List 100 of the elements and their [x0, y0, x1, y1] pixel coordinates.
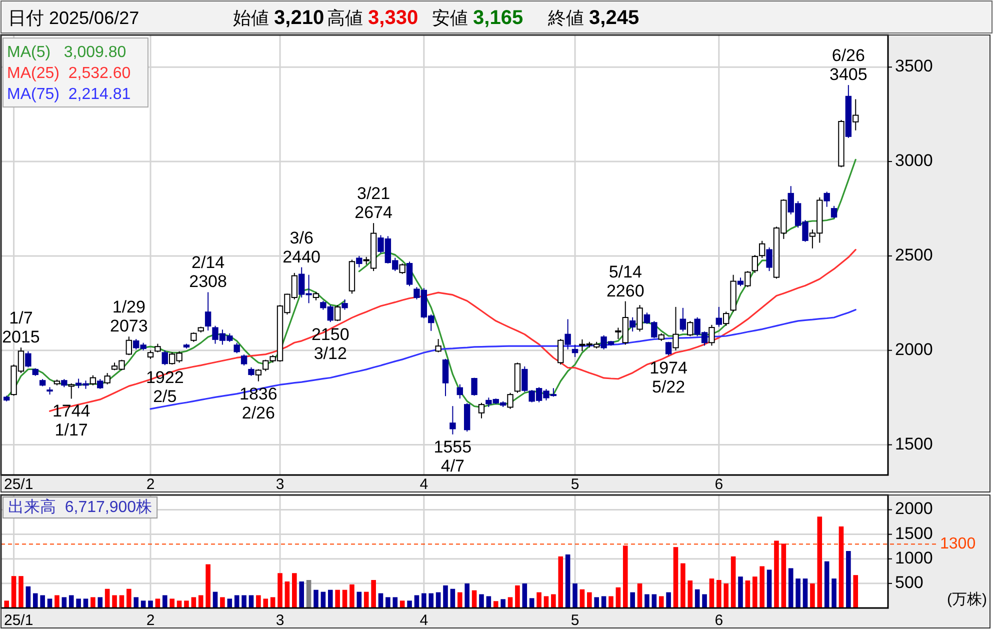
header: 日付 2025/06/27 始値 3,210 高値 3,330 安値 3,165 終値 3,245 [0, 0, 992, 34]
candlestick [852, 98, 859, 131]
bar [155, 598, 160, 608]
bar [508, 597, 513, 608]
candlestick [450, 406, 456, 435]
candlestick [334, 304, 341, 322]
bar [263, 598, 268, 608]
bar [386, 597, 390, 608]
bar [551, 594, 556, 608]
bar [98, 597, 103, 608]
candlestick [478, 402, 485, 419]
bar [752, 576, 758, 608]
bar [760, 566, 764, 608]
annotation: 1974 5/22 [650, 358, 688, 396]
bar [90, 597, 96, 608]
candlestick [97, 378, 104, 390]
annotation: 1836 2/26 [240, 384, 278, 422]
bar [256, 595, 261, 608]
bar [680, 563, 686, 608]
bar [544, 596, 549, 608]
candlestick [162, 350, 168, 366]
bar [702, 594, 707, 608]
bar [644, 594, 650, 608]
bar [47, 598, 52, 608]
candlestick [507, 392, 514, 410]
bar [356, 592, 362, 608]
x-tick-label: 4 [420, 612, 428, 629]
candlestick [723, 311, 730, 326]
bar [11, 576, 16, 608]
bar [536, 592, 542, 608]
bar [314, 590, 318, 608]
bar [457, 592, 462, 608]
bar [234, 595, 240, 608]
x-tick-label: 3 [276, 476, 284, 493]
bar [616, 587, 621, 608]
candlestick [90, 374, 96, 386]
y-tick-label: 2500 [895, 245, 933, 264]
bar [220, 597, 225, 608]
bar [242, 595, 246, 608]
x-tick-label: 2 [146, 612, 155, 629]
candlestick [234, 342, 240, 354]
bar [328, 590, 333, 608]
bar [716, 580, 722, 608]
y-tick-label: 2000 [895, 340, 933, 359]
candlestick [824, 191, 830, 208]
candlestick [672, 306, 679, 351]
bar [198, 595, 204, 608]
bar [270, 597, 276, 608]
annotation: 1/7 2015 [2, 308, 40, 347]
bar [637, 583, 642, 608]
bar [40, 595, 45, 608]
bar [392, 597, 398, 608]
candlestick [758, 240, 766, 258]
candlestick [564, 318, 571, 350]
y-tick-label: 500 [895, 572, 924, 592]
candlestick [636, 304, 643, 332]
candlestick [255, 368, 262, 382]
annotation: 1/29 2073 [110, 298, 148, 336]
candlestick [204, 292, 212, 332]
candlestick [25, 350, 32, 368]
y-tick-label: 1500 [895, 434, 933, 454]
bar [414, 595, 420, 608]
bar [580, 589, 585, 608]
annotation: 出来高 6,717,900株 [8, 498, 152, 516]
bar [810, 583, 815, 608]
bar [479, 594, 484, 608]
candlestick [830, 205, 838, 219]
y-tick-label: 3000 [895, 151, 933, 170]
candlestick [752, 254, 758, 274]
annotation: 3/6 2440 [282, 228, 321, 266]
bar [709, 578, 714, 608]
bar [54, 595, 60, 608]
candlestick [665, 341, 672, 356]
bar [694, 589, 700, 608]
candlestick [442, 358, 449, 397]
bar [428, 593, 434, 608]
bar [68, 595, 74, 608]
bar [278, 573, 282, 608]
bar [587, 592, 592, 608]
bar [515, 585, 520, 608]
candlestick [399, 263, 406, 274]
y-tick-label: 1500 [895, 524, 933, 543]
candlestick [744, 270, 751, 288]
bar [284, 581, 290, 608]
bar [853, 575, 858, 608]
bar [529, 598, 534, 608]
bar [817, 516, 822, 608]
bar [630, 592, 635, 608]
candlestick [342, 298, 348, 310]
bar [673, 547, 678, 608]
x-tick-label: 6 [714, 612, 724, 629]
legend: MA(5) 3,009.80 MA(25) 2,532.60 MA(75) 2,214.81 [2, 38, 148, 108]
bar [170, 598, 174, 608]
y-axis-title: (万株) [947, 591, 987, 608]
bar [788, 568, 794, 608]
bar [472, 590, 477, 608]
bar [522, 583, 528, 608]
bar [104, 588, 110, 608]
bar [838, 526, 844, 608]
bar [658, 596, 664, 608]
